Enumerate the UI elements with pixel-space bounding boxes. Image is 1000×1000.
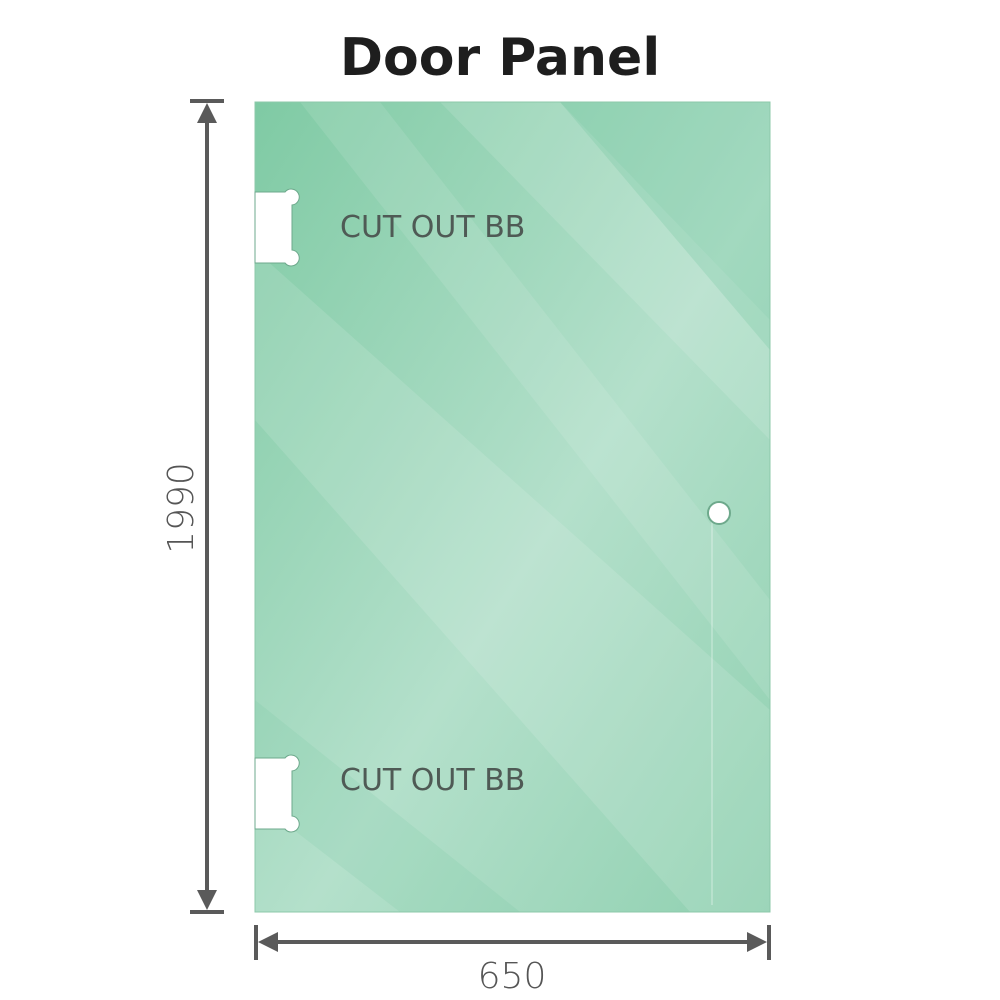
height-dimension-line xyxy=(190,99,224,914)
cutout-top xyxy=(254,188,300,267)
width-value: 650 xyxy=(478,956,547,997)
handle-hole xyxy=(707,501,731,525)
cutout-label-top: CUT OUT BB xyxy=(340,210,525,245)
width-dimension-line xyxy=(254,925,771,960)
height-value: 1990 xyxy=(161,462,202,554)
glass-reflections xyxy=(255,102,770,912)
glass-panel xyxy=(254,101,771,913)
cutout-bottom xyxy=(254,754,300,833)
diagram-title: Door Panel xyxy=(339,28,661,88)
cutout-label-bottom: CUT OUT BB xyxy=(340,763,525,798)
